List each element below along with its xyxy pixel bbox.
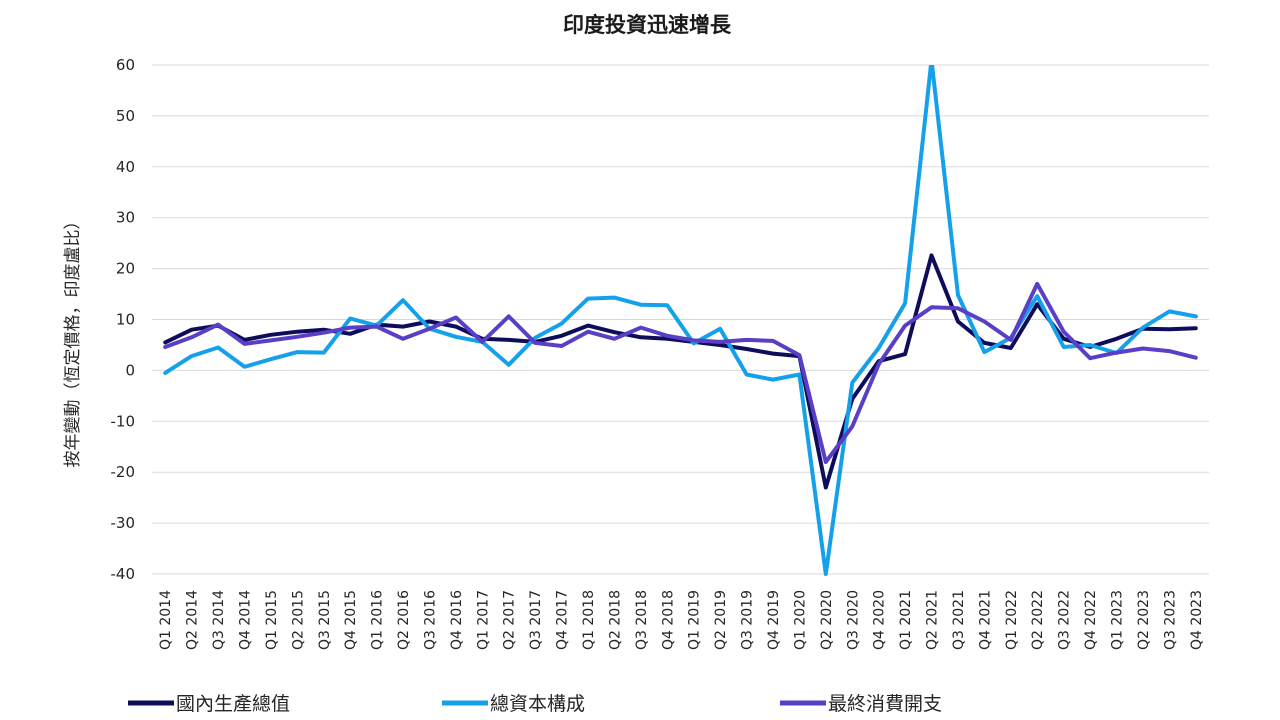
x-tick-label: Q2 2017 <box>502 590 518 650</box>
x-tick-label: Q2 2018 <box>607 590 623 650</box>
y-tick-label: 50 <box>116 107 135 125</box>
x-tick-label: Q2 2019 <box>713 590 729 650</box>
y-tick-label: -10 <box>111 412 136 430</box>
x-tick-label: Q2 2015 <box>290 590 306 650</box>
x-tick-label: Q4 2023 <box>1189 590 1205 650</box>
chart-title: 印度投資迅速增長 <box>563 12 732 37</box>
x-tick-label: Q1 2017 <box>475 590 491 650</box>
legend: 國內生產總值 總資本構成 最終消費開支 <box>128 693 942 715</box>
x-tick-label: Q4 2020 <box>872 590 888 650</box>
x-tick-label: Q4 2016 <box>449 590 465 650</box>
x-tick-label: Q3 2014 <box>211 590 227 650</box>
x-tick-label: Q1 2021 <box>898 590 914 650</box>
y-tick-label: -20 <box>111 463 136 481</box>
x-tick-label: Q1 2019 <box>687 590 703 650</box>
legend-label-2: 最終消費開支 <box>828 693 942 715</box>
x-tick-label: Q4 2015 <box>343 590 359 650</box>
x-tick-label: Q3 2023 <box>1162 590 1178 650</box>
x-tick-label: Q1 2018 <box>581 590 597 650</box>
gridlines <box>152 64 1209 575</box>
y-tick-label: 60 <box>116 56 135 74</box>
x-tick-label: Q3 2017 <box>528 590 544 650</box>
x-tick-label: Q1 2015 <box>264 590 280 650</box>
x-tick-label: Q4 2021 <box>977 590 993 650</box>
x-tick-label: Q4 2022 <box>1083 590 1099 650</box>
x-tick-label: Q3 2016 <box>422 590 438 650</box>
series-line-1 <box>163 65 1198 576</box>
x-tick-label: Q1 2016 <box>370 590 386 650</box>
y-tick-label: -40 <box>111 565 136 583</box>
series-line-2 <box>163 281 1198 464</box>
x-tick-label: Q1 2020 <box>792 590 808 650</box>
x-tick-label: Q3 2019 <box>740 590 756 650</box>
x-tick-label: Q1 2023 <box>1110 590 1126 650</box>
y-tick-label: 0 <box>125 361 135 379</box>
series-lines <box>163 65 1198 576</box>
y-tick-label: -30 <box>111 514 136 532</box>
y-axis-label: 按年變動（恆定價格，印度盧比） <box>63 213 83 468</box>
y-tick-label: 40 <box>116 158 135 176</box>
x-tick-label: Q2 2022 <box>1030 590 1046 650</box>
x-tick-label: Q1 2022 <box>1004 590 1020 650</box>
x-tick-label: Q2 2020 <box>819 590 835 650</box>
x-tick-label: Q1 2014 <box>158 590 174 650</box>
y-tick-label: 20 <box>116 260 135 278</box>
x-tick-label: Q3 2020 <box>845 590 861 650</box>
x-tick-label: Q2 2021 <box>925 590 941 650</box>
y-axis-ticks: 60 50 40 30 20 10 0 -10 -20 -30 -40 <box>111 56 136 583</box>
y-tick-label: 30 <box>116 209 135 227</box>
x-tick-label: Q2 2014 <box>185 590 201 650</box>
x-tick-label: Q4 2019 <box>766 590 782 650</box>
x-tick-label: Q3 2018 <box>634 590 650 650</box>
x-tick-label: Q2 2023 <box>1136 590 1152 650</box>
x-tick-label: Q2 2016 <box>396 590 412 650</box>
legend-label-1: 總資本構成 <box>490 693 585 715</box>
x-tick-label: Q4 2014 <box>237 590 253 650</box>
y-tick-label: 10 <box>116 311 135 329</box>
x-tick-label: Q4 2018 <box>660 590 676 650</box>
legend-label-0: 國內生產總值 <box>176 693 290 715</box>
x-tick-label: Q3 2021 <box>951 590 967 650</box>
x-tick-label: Q3 2022 <box>1057 590 1073 650</box>
x-axis-ticks: Q1 2014 Q2 2014 Q3 2014 Q4 2014 Q1 2015 Q2 20… <box>158 590 1205 650</box>
x-tick-label: Q3 2015 <box>317 590 333 650</box>
x-tick-label: Q4 2017 <box>555 590 571 650</box>
